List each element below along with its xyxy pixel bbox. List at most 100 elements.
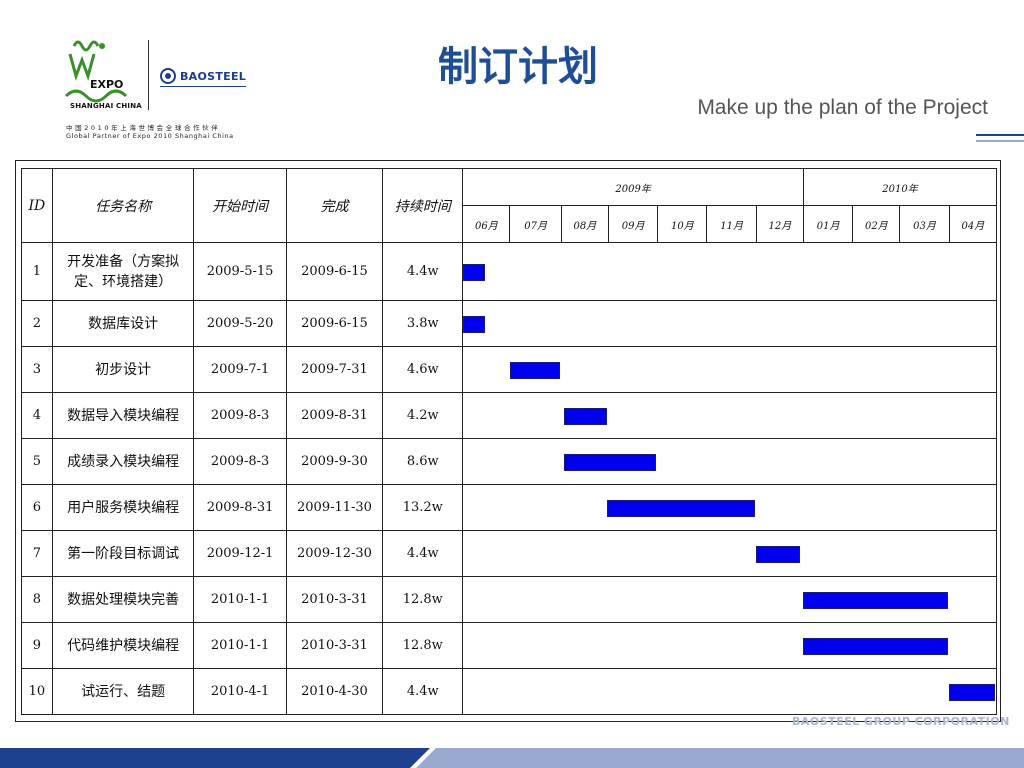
baosteel-underline <box>160 86 246 87</box>
month-header: 12月 <box>755 205 804 243</box>
row-start: 2009-5-15 <box>193 242 287 301</box>
gantt-bar <box>606 499 755 517</box>
row-end: 2009-12-30 <box>285 530 384 577</box>
table-row: 5 成绩录入模块编程 2009-8-3 2009-9-30 8.6w <box>21 438 997 485</box>
row-duration: 8.6w <box>382 438 464 485</box>
row-end: 2009-11-30 <box>285 484 384 531</box>
row-task: 第一阶段目标调试 <box>51 530 195 577</box>
row-id: 4 <box>21 392 53 439</box>
row-duration: 4.4w <box>382 668 464 715</box>
row-end: 2009-9-30 <box>285 438 384 485</box>
row-start: 2009-12-1 <box>193 530 287 577</box>
row-end: 2009-8-31 <box>285 392 384 439</box>
month-header: 10月 <box>657 205 708 243</box>
row-end: 2009-6-15 <box>285 300 384 347</box>
row-start: 2010-1-1 <box>193 622 287 669</box>
row-duration: 13.2w <box>382 484 464 531</box>
row-id: 1 <box>21 242 53 301</box>
header-rule-light <box>976 140 1024 142</box>
row-duration: 4.4w <box>382 242 464 301</box>
footer-dark-band <box>0 748 430 768</box>
footer-light-band <box>416 748 1024 768</box>
baosteel-text: BAOSTEEL <box>180 69 247 83</box>
year-header-2010: 2010年 <box>802 168 998 206</box>
table-row: 1 开发准备（方案拟定、环境搭建） 2009-5-15 2009-6-15 4.… <box>21 242 997 301</box>
row-end: 2010-4-30 <box>285 668 384 715</box>
plan-table: ID 任务名称 开始时间 完成 持续时间 2009年 2010年 06月 07月… <box>21 168 998 715</box>
row-duration: 4.4w <box>382 530 464 577</box>
footer-band <box>0 748 1024 768</box>
timeline-cell <box>462 242 997 301</box>
month-header: 03月 <box>899 205 950 243</box>
row-task: 数据库设计 <box>51 300 195 347</box>
gantt-bar <box>462 315 485 333</box>
row-id: 6 <box>21 484 53 531</box>
expo-logo-icon <box>64 40 128 103</box>
month-header: 04月 <box>948 205 998 243</box>
row-task: 数据处理模块完善 <box>51 576 195 623</box>
row-start: 2009-8-3 <box>193 392 287 439</box>
month-header: 09月 <box>607 205 659 243</box>
row-start: 2010-1-1 <box>193 576 287 623</box>
row-id: 2 <box>21 300 53 347</box>
col-header-id: ID <box>21 168 53 243</box>
row-task: 数据导入模块编程 <box>51 392 195 439</box>
table-row: 6 用户服务模块编程 2009-8-31 2009-11-30 13.2w <box>21 484 997 531</box>
col-header-task: 任务名称 <box>51 168 195 243</box>
row-id: 10 <box>21 668 53 715</box>
row-id: 8 <box>21 576 53 623</box>
row-start: 2009-8-3 <box>193 438 287 485</box>
logo-divider <box>148 40 149 110</box>
timeline-cell <box>462 438 997 485</box>
row-start: 2009-5-20 <box>193 300 287 347</box>
expo-city: SHANGHAI CHINA <box>70 102 142 110</box>
row-task: 初步设计 <box>51 346 195 393</box>
row-id: 9 <box>21 622 53 669</box>
month-header: 11月 <box>706 205 757 243</box>
watermark: BAOSTEEL GROUP CORPORATION <box>792 715 1010 728</box>
table-row: 7 第一阶段目标调试 2009-12-1 2009-12-30 4.4w <box>21 530 997 577</box>
timeline-cell <box>462 392 997 439</box>
row-task: 代码维护模块编程 <box>51 622 195 669</box>
partner-en: Global Partner of Expo 2010 Shanghai Chi… <box>66 132 234 140</box>
timeline-cell <box>462 530 997 577</box>
table-frame <box>15 160 1001 722</box>
row-id: 3 <box>21 346 53 393</box>
baosteel-logo: BAOSTEEL <box>160 68 246 84</box>
row-duration: 4.2w <box>382 392 464 439</box>
row-id: 7 <box>21 530 53 577</box>
month-header: 08月 <box>560 205 609 243</box>
row-end: 2010-3-31 <box>285 576 384 623</box>
row-duration: 12.8w <box>382 576 464 623</box>
row-task: 成绩录入模块编程 <box>51 438 195 485</box>
row-end: 2010-3-31 <box>285 622 384 669</box>
month-header: 06月 <box>462 205 511 243</box>
row-end: 2009-6-15 <box>285 242 384 301</box>
row-end: 2009-7-31 <box>285 346 384 393</box>
gantt-bar <box>564 407 607 425</box>
col-header-start: 开始时间 <box>193 168 287 243</box>
row-start: 2010-4-1 <box>193 668 287 715</box>
month-header: 02月 <box>852 205 901 243</box>
partner-cn: 中国2010年上海世博会全球合作伙伴 <box>66 124 221 132</box>
col-header-end: 完成 <box>285 168 384 243</box>
year-header-2009: 2009年 <box>462 168 804 206</box>
table-row: 10 试运行、结题 2010-4-1 2010-4-30 4.4w <box>21 668 997 715</box>
row-task: 用户服务模块编程 <box>51 484 195 531</box>
row-start: 2009-7-1 <box>193 346 287 393</box>
gantt-bar <box>949 683 995 701</box>
page-title: 制订计划 <box>438 44 598 90</box>
row-start: 2009-8-31 <box>193 484 287 531</box>
gantt-bar <box>803 637 948 655</box>
month-header: 07月 <box>509 205 562 243</box>
timeline-cell <box>462 668 997 715</box>
row-id: 5 <box>21 438 53 485</box>
row-task: 试运行、结题 <box>51 668 195 715</box>
header-rule-dark <box>976 134 1024 136</box>
row-duration: 3.8w <box>382 300 464 347</box>
table-row: 4 数据导入模块编程 2009-8-3 2009-8-31 4.2w <box>21 392 997 439</box>
col-header-duration: 持续时间 <box>382 168 464 243</box>
page-subtitle: Make up the plan of the Project <box>697 96 988 119</box>
expo-word: EXPO <box>90 78 124 91</box>
gantt-bar <box>462 263 485 281</box>
